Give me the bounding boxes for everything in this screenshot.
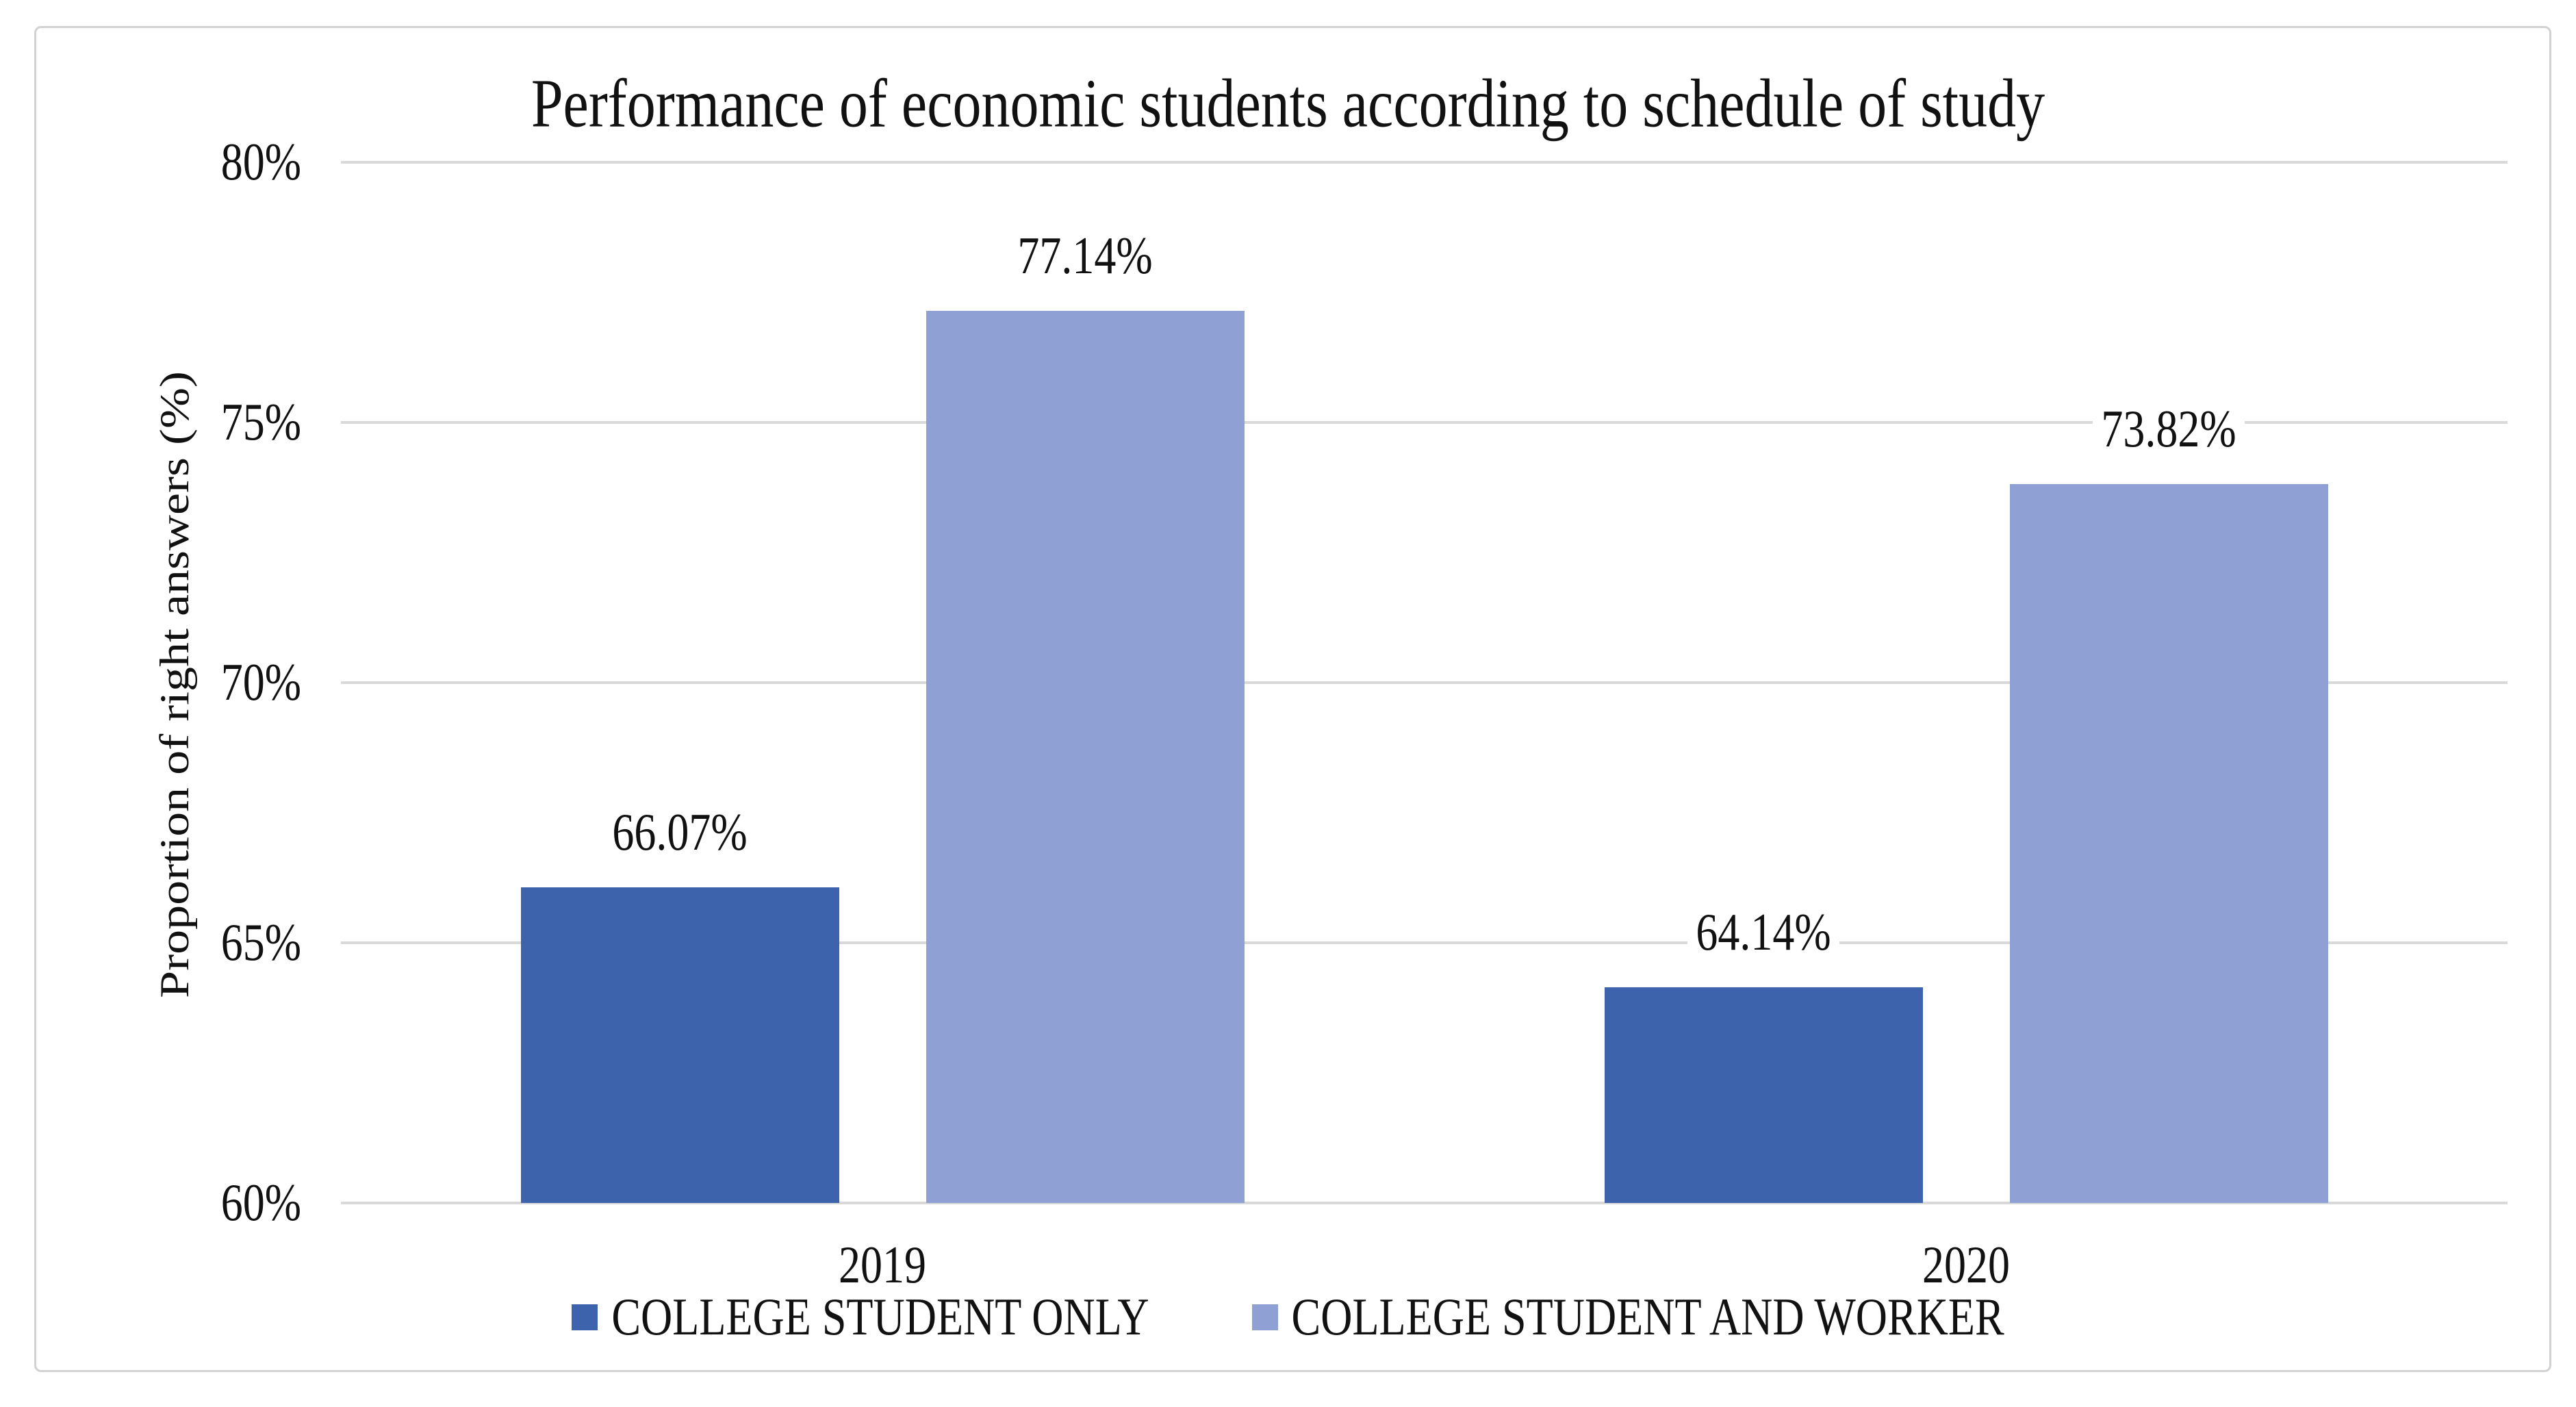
legend-item-college-student-only: COLLEGE STUDENT ONLY [572, 1288, 1149, 1346]
value-label-college-student-and-worker-2019: 77.14% [880, 223, 1290, 290]
plot-area: 66.07% 77.14% 64.14% 73.82% [341, 161, 2508, 1204]
gridline-60 [341, 1202, 2508, 1204]
x-category-label-2019: 2019 [839, 1235, 926, 1294]
value-label-college-student-only-2019: 66.07% [474, 799, 885, 865]
legend: COLLEGE STUDENT ONLY COLLEGE STUDENT AND … [0, 1288, 2576, 1346]
value-label-college-student-only-2020: 64.14% [1558, 900, 1969, 966]
legend-label: COLLEGE STUDENT ONLY [611, 1287, 1149, 1346]
y-tick-label-70: 70% [220, 652, 301, 711]
chart-title: Performance of economic students accordi… [531, 65, 2045, 142]
gridline-80 [341, 161, 2508, 164]
value-label-text: 77.14% [1009, 223, 1161, 290]
value-label-college-student-and-worker-2020: 73.82% [1963, 396, 2374, 462]
y-tick-label-80: 80% [220, 132, 301, 191]
bar-college-student-and-worker-2019 [926, 311, 1245, 1203]
value-label-text: 73.82% [2093, 396, 2245, 462]
legend-marker-icon [572, 1304, 598, 1330]
gridline-70 [341, 681, 2508, 684]
bar-college-student-and-worker-2020 [2009, 483, 2328, 1203]
bar-college-student-only-2020 [1604, 987, 1923, 1203]
y-tick-label-65: 65% [220, 913, 301, 972]
legend-item-college-student-and-worker: COLLEGE STUDENT AND WORKER [1251, 1288, 2004, 1346]
gridline-75 [341, 421, 2508, 424]
value-label-text: 66.07% [604, 799, 756, 865]
y-tick-label-75: 75% [220, 392, 301, 451]
bar-college-student-only-2019 [520, 887, 839, 1203]
value-label-text: 64.14% [1687, 900, 1839, 966]
y-tick-label-60: 60% [220, 1173, 301, 1232]
gridline-65 [341, 941, 2508, 944]
legend-marker-icon [1251, 1304, 1278, 1330]
legend-label: COLLEGE STUDENT AND WORKER [1291, 1287, 2004, 1346]
x-category-label-2020: 2020 [1922, 1235, 2010, 1294]
